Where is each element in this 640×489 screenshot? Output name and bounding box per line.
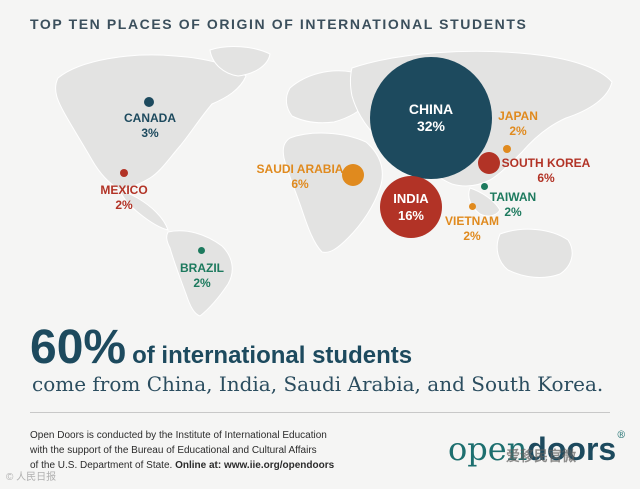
south-korea-label: SOUTH KOREA 6%: [502, 156, 591, 186]
south-america-landmass: [166, 230, 233, 317]
headline-subtext: come from China, India, Saudi Arabia, an…: [32, 372, 604, 396]
canada-label: CANADA 3%: [124, 111, 176, 141]
brazil-label: BRAZIL 2%: [180, 261, 224, 291]
footer-online-link[interactable]: Online at: www.iie.org/opendoors: [175, 460, 335, 471]
china-label: CHINA 32%: [409, 101, 453, 135]
canada-percent: 3%: [141, 126, 159, 140]
china-country: CHINA: [408, 101, 454, 117]
india-bubble: [380, 176, 442, 238]
canada-marker: [144, 97, 154, 107]
watermark-right: 爱移民官微: [506, 448, 576, 464]
footer-line-3: of the U.S. Department of State.: [30, 460, 173, 471]
southeast-asia-landmass: [468, 187, 501, 217]
mexico-label: MEXICO 2%: [100, 183, 147, 213]
japan-label: JAPAN 2%: [498, 109, 538, 139]
mexico-percent: 2%: [115, 198, 133, 212]
china-percent: 32%: [416, 118, 446, 134]
page-title: TOP TEN PLACES OF ORIGIN OF INTERNATIONA…: [30, 16, 528, 32]
footer-line-1: Open Doors is conducted by the Institute…: [30, 430, 327, 441]
vietnam-country: VIETNAM: [445, 214, 499, 228]
saudi-arabia-percent: 6%: [291, 177, 309, 191]
central-america-landmass: [119, 189, 169, 231]
south-korea-percent: 6%: [537, 171, 555, 185]
vietnam-percent: 2%: [463, 229, 481, 243]
japan-marker: [503, 145, 511, 153]
south-korea-marker: [478, 152, 500, 174]
mexico-country: MEXICO: [100, 183, 148, 197]
taiwan-label: TAIWAN 2%: [490, 190, 536, 220]
india-percent: 16%: [397, 208, 425, 223]
europe-landmass: [285, 70, 370, 124]
japan-country: JAPAN: [498, 109, 538, 123]
saudi-arabia-country: SAUDI ARABIA: [256, 162, 344, 176]
logo-registered-mark: ®: [616, 430, 627, 441]
taiwan-country: TAIWAN: [489, 190, 537, 204]
headline-text: of international students: [132, 342, 413, 369]
saudi-arabia-label: SAUDI ARABIA 6%: [257, 162, 344, 192]
australia-landmass: [496, 228, 573, 278]
india-country: INDIA: [393, 191, 429, 206]
africa-landmass: [282, 132, 383, 253]
saudi-arabia-marker: [342, 164, 364, 186]
canada-country: CANADA: [124, 111, 176, 125]
india-label: INDIA 16%: [393, 190, 428, 224]
brazil-percent: 2%: [193, 276, 211, 290]
headline-stat: 60% of international students: [30, 320, 412, 375]
vietnam-marker: [469, 203, 476, 210]
taiwan-percent: 2%: [504, 205, 522, 219]
opendoors-logo: opendoors®: [448, 430, 626, 468]
logo-open: open: [448, 430, 528, 468]
headline-number: 60%: [30, 321, 127, 374]
divider: [30, 412, 610, 413]
taiwan-marker: [481, 183, 488, 190]
brazil-marker: [198, 247, 205, 254]
footer-line-2: with the support of the Bureau of Educat…: [30, 445, 317, 456]
south-korea-country: SOUTH KOREA: [501, 156, 591, 170]
north-america-landmass: [55, 54, 247, 191]
mexico-marker: [120, 169, 128, 177]
logo-doors: doors: [527, 431, 617, 467]
footer-note: Open Doors is conducted by the Institute…: [30, 428, 390, 473]
greenland-landmass: [209, 46, 271, 77]
china-bubble: [370, 57, 492, 179]
watermark-left: © 人民日报: [6, 472, 57, 483]
brazil-country: BRAZIL: [180, 261, 224, 275]
vietnam-label: VIETNAM 2%: [445, 214, 499, 244]
japan-percent: 2%: [509, 124, 527, 138]
